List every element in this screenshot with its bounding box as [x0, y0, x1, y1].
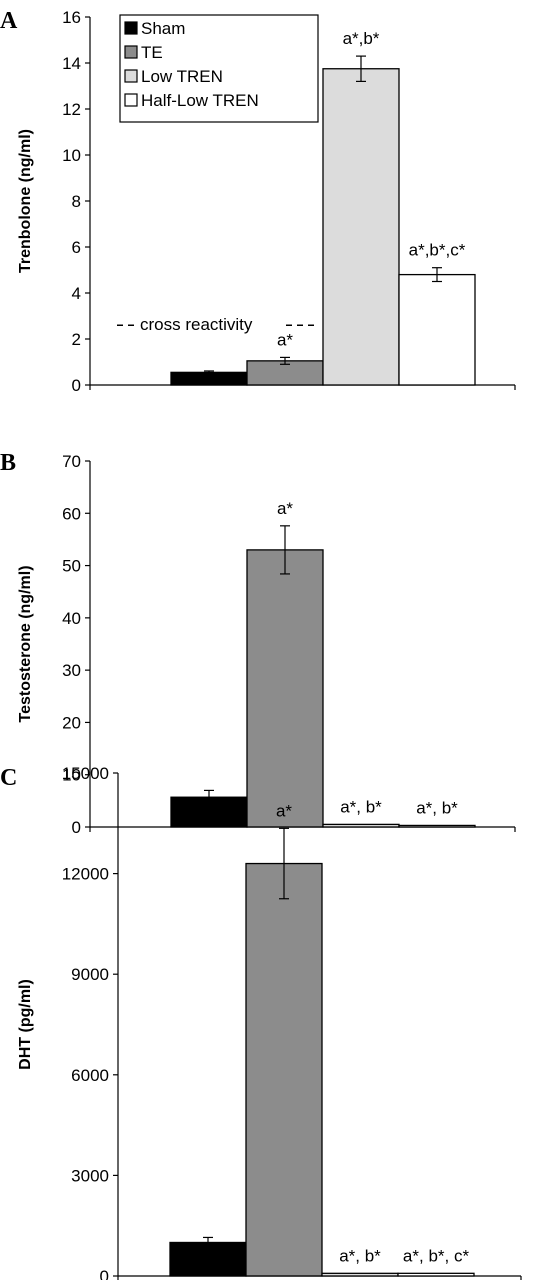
panel-letter: B: [0, 450, 16, 476]
bar-low-tren: [321, 1272, 399, 1277]
panel-a: A Trenbolone (ng/ml) 0 2 4 6 8 10 12 14 16 a* a*,b* a…: [0, 8, 516, 395]
y-tick-label: 10: [62, 146, 81, 165]
y-tick-label: 0: [72, 376, 81, 395]
significance-label: a*: [277, 499, 293, 518]
significance-label: a*,b*: [343, 29, 380, 48]
y-tick-label: 8: [72, 192, 81, 211]
y-tick-label: 30: [62, 661, 81, 680]
significance-label: a*, b*, c*: [403, 1246, 470, 1265]
y-tick-label: 3000: [71, 1166, 109, 1185]
y-tick-label: 60: [62, 504, 81, 523]
legend-swatch-sham: [124, 21, 138, 35]
legend-swatch-low-tren: [124, 69, 138, 83]
y-tick-label: 0: [100, 1267, 109, 1280]
bar-low-tren: [322, 823, 400, 828]
legend-label: Half-Low TREN: [141, 91, 259, 110]
legend-label: Sham: [141, 19, 185, 38]
legend-box: [119, 14, 319, 123]
bar-low-tren: [322, 68, 400, 386]
bar-te: [246, 549, 324, 828]
bar-half-low-tren: [398, 824, 476, 828]
y-tick-label: 12: [62, 100, 81, 119]
y-axis-label: Trenbolone (ng/ml): [17, 129, 34, 273]
significance-label: a*, b*: [340, 797, 382, 816]
panel-letter: C: [0, 765, 17, 791]
bar-te: [245, 862, 323, 1277]
y-tick-label: 10: [62, 766, 81, 785]
y-tick-label: 6000: [71, 1066, 109, 1085]
significance-label: a*: [276, 801, 292, 820]
y-tick-label: 20: [62, 713, 81, 732]
significance-label: a*, b*: [339, 1246, 381, 1265]
panel-b: B Testosterone (ng/ml) 0 10 20 30 40 50 60 70 a* a*…: [0, 450, 516, 837]
y-axis-label: DHT (pg/ml): [17, 979, 34, 1070]
y-tick-label: 40: [62, 609, 81, 628]
y-tick-label: 16: [62, 8, 81, 27]
y-tick-label: 2: [72, 330, 81, 349]
y-tick-label: 14: [62, 54, 81, 73]
legend-swatch-half-low-tren: [124, 93, 138, 107]
y-tick-label: 15000: [62, 764, 109, 783]
legend-label: TE: [141, 43, 163, 62]
y-tick-label: 12000: [62, 865, 109, 884]
y-tick-label: 6: [72, 238, 81, 257]
legend: Sham TE Low TREN Half-Low TREN: [119, 14, 319, 123]
y-tick-label: 0: [72, 818, 81, 837]
significance-label: a*, b*: [416, 798, 458, 817]
panel-c: C DHT (pg/ml) 0 3000 6000 9000 12000 15000 a* a*,…: [0, 764, 522, 1280]
legend-label: Low TREN: [141, 67, 223, 86]
y-tick-label: 9000: [71, 965, 109, 984]
bar-half-low-tren: [398, 273, 476, 386]
bar-half-low-tren: [397, 1272, 475, 1277]
panel-letter: A: [0, 8, 18, 34]
legend-swatch-te: [124, 45, 138, 59]
y-tick-label: 70: [62, 452, 81, 471]
reference-line-label: cross reactivity: [140, 315, 253, 334]
y-axis-label: Testosterone (ng/ml): [17, 565, 34, 722]
y-tick-label: 50: [62, 557, 81, 576]
significance-label: a*: [277, 330, 293, 349]
significance-label: a*,b*,c*: [409, 241, 466, 260]
y-tick-label: 4: [72, 284, 81, 303]
